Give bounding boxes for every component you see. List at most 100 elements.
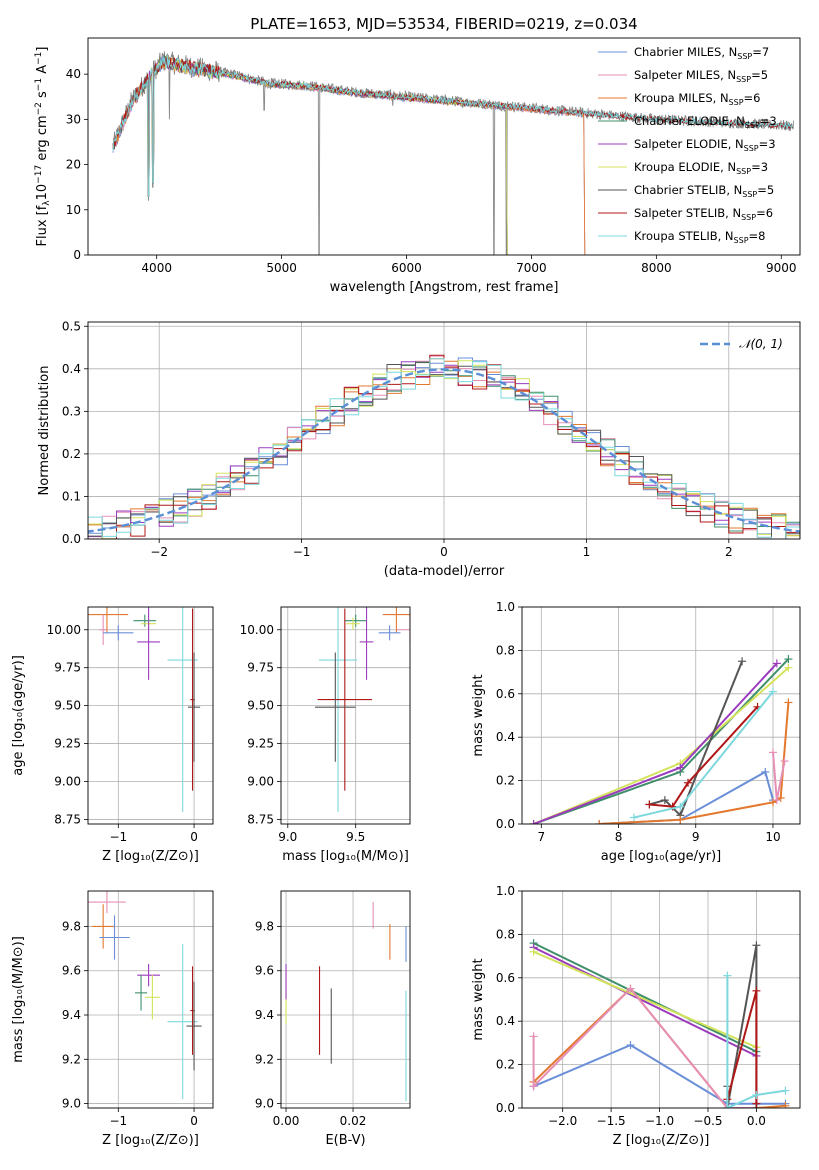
age-vs-Z-panel: −1 0 8.75 9.00 9.25 9.50 9.75 10.00 Z [log₁₀(Z/Z… — [11, 606, 214, 864]
model-spectrum — [112, 56, 586, 255]
model-spectrum — [112, 55, 586, 255]
y-tick-label: 8.75 — [54, 812, 81, 826]
legend-label: Chabrier ELODIE, NSSP=3 — [634, 114, 777, 130]
y-tick-label: 10 — [66, 203, 81, 217]
legend-nssp: =7 — [752, 45, 769, 59]
figure-title: PLATE=1653, MJD=53534, FIBERID=0219, z=0… — [250, 15, 637, 33]
mass-weight-vs-age-panel: 7 8 9 10 0.0 0.2 0.4 0.6 0.8 1.0 age [log₁₀(age/yr… — [471, 600, 801, 864]
legend-nssp: =3 — [759, 137, 776, 151]
legend-label: Salpeter STELIB, NSSP=6 — [634, 206, 773, 222]
model-spectrum — [112, 57, 586, 255]
legend-nssp: =3 — [751, 160, 768, 174]
weight-series — [533, 658, 790, 824]
weight-series — [533, 662, 778, 824]
legend-sub: SSP — [737, 52, 752, 61]
y-tick-label: 0.2 — [62, 447, 81, 461]
legend-label: 𝒩(0, 1) — [739, 337, 783, 351]
axes-frame — [280, 606, 411, 825]
histogram-steps — [88, 354, 800, 539]
legend-nssp: =3 — [760, 114, 777, 128]
y-tick-label: 9.6 — [255, 964, 274, 978]
x-tick-label: 5000 — [266, 261, 297, 275]
weight-series — [533, 946, 757, 1057]
error-bars — [88, 891, 202, 1100]
x-tick-label: −1 — [109, 1114, 127, 1128]
y-axis-label: Normed distribution — [37, 366, 52, 496]
x-tick-label: 0.0 — [747, 1114, 766, 1128]
x-tick-label: 2 — [725, 545, 733, 559]
legend-model: Salpeter STELIB, N — [634, 206, 741, 220]
legend-label: Kroupa MILES, NSSP=6 — [634, 91, 760, 107]
x-tick-label: 0.02 — [340, 1114, 367, 1128]
spectrum-lines — [112, 51, 794, 255]
x-tick-label: 8 — [615, 830, 623, 844]
y-tick-label: 0.6 — [496, 971, 515, 985]
x-axis-label: Z [log₁₀(Z/Z⊙)] — [102, 1133, 199, 1148]
y-tick-label: 9.75 — [247, 661, 274, 675]
legend-nssp: =5 — [751, 68, 768, 82]
legend-nssp: =6 — [744, 91, 761, 105]
weight-series — [533, 942, 757, 1053]
legend-sub: SSP — [729, 98, 744, 107]
y-tick-label: 9.75 — [54, 661, 81, 675]
y-label-part: A — [35, 65, 50, 78]
spectrum-panel: 4000 5000 6000 7000 8000 9000 0 10 20 30 40 wavelen… — [34, 37, 801, 295]
x-tick-label: 0 — [440, 545, 448, 559]
legend-sub: SSP — [744, 144, 759, 153]
y-tick-label: 0.6 — [496, 687, 515, 701]
legend-sub: SSP — [736, 75, 751, 84]
weight-series — [633, 690, 774, 819]
error-bars — [285, 902, 407, 1102]
legend-model: Chabrier ELODIE, N — [634, 114, 745, 128]
axes-frame — [87, 606, 214, 825]
x-axis-label: E(B-V) — [325, 1133, 365, 1148]
weight-series — [533, 950, 757, 1049]
legend-sub: SSP — [742, 190, 757, 199]
y-tick-label: 8.75 — [247, 812, 274, 826]
y-tick-label: 0.4 — [496, 730, 515, 744]
x-tick-label: 1 — [583, 545, 591, 559]
weight-series — [726, 975, 786, 1108]
y-label-part: erg cm — [35, 115, 50, 164]
weight-lines — [529, 939, 790, 1108]
legend-label: Salpeter ELODIE, NSSP=3 — [634, 137, 776, 153]
x-tick-label: 8000 — [641, 261, 672, 275]
x-tick-label: 6000 — [391, 261, 422, 275]
y-label-part: −1 — [34, 78, 44, 91]
legend-sub: SSP — [736, 167, 751, 176]
y-tick-label: 0.0 — [62, 532, 81, 546]
y-tick-label: 10.00 — [47, 623, 81, 637]
y-tick-label: 9.6 — [62, 964, 81, 978]
y-tick-label: 9.4 — [62, 1008, 81, 1022]
legend-label: Chabrier STELIB, NSSP=5 — [634, 183, 774, 199]
x-tick-label: 0 — [190, 1114, 198, 1128]
legend-sub: SSP — [734, 236, 749, 245]
legend-label: Kroupa STELIB, NSSP=8 — [634, 229, 765, 245]
x-tick-label: 7 — [537, 830, 545, 844]
histogram-panel: −2 −1 0 1 2 0.0 0.1 0.2 0.3 0.4 0.5 (data-model)/er… — [37, 319, 801, 579]
x-tick-label: −2 — [150, 545, 168, 559]
weight-series — [532, 987, 757, 1108]
y-tick-label: 0.0 — [496, 817, 515, 831]
legend-model: Chabrier STELIB, N — [634, 183, 742, 197]
legend-model: Salpeter ELODIE, N — [634, 137, 744, 151]
legend-sub: SSP — [745, 121, 760, 130]
axes-frame — [87, 321, 801, 540]
y-tick-label: 40 — [66, 67, 81, 81]
legend-model: Kroupa MILES, N — [634, 91, 729, 105]
legend-model: Kroupa STELIB, N — [634, 229, 734, 243]
error-bars — [88, 607, 201, 812]
age-vs-mass-panel: 9.0 9.5 8.75 9.00 9.25 9.50 9.75 10.00 mass [log… — [240, 606, 411, 864]
y-tick-label: 0.8 — [496, 643, 515, 657]
y-tick-label: 9.50 — [247, 699, 274, 713]
x-axis-label: wavelength [Angstrom, rest frame] — [330, 280, 559, 295]
y-tick-label: 9.4 — [255, 1008, 274, 1022]
x-tick-label: 0 — [190, 830, 198, 844]
gaussian-curve — [88, 368, 800, 533]
x-tick-label: 10 — [765, 830, 780, 844]
y-tick-label: 1.0 — [496, 884, 515, 898]
y-axis-label: Flux [fλ10−17 erg cm−2 s−1 A−1] — [34, 47, 52, 247]
legend-nssp: =6 — [756, 206, 773, 220]
y-tick-label: 0 — [73, 248, 81, 262]
x-tick-label: 9 — [692, 830, 700, 844]
